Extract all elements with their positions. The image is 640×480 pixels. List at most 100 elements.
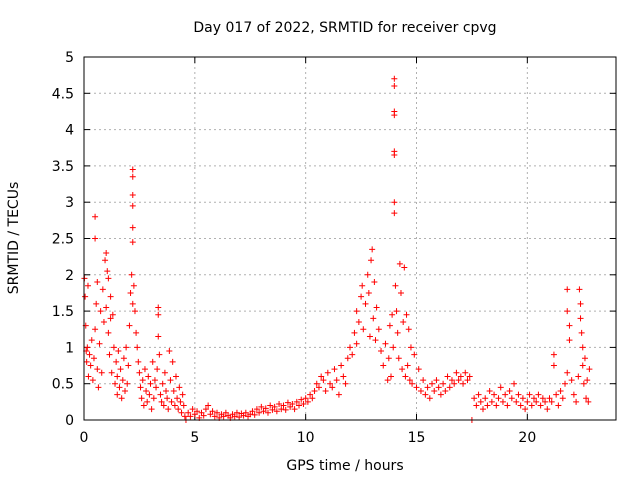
data-point xyxy=(385,355,392,362)
data-point xyxy=(506,387,513,394)
data-point xyxy=(513,398,520,405)
data-point xyxy=(375,326,382,333)
data-point xyxy=(504,402,511,409)
data-point xyxy=(293,398,300,405)
data-point xyxy=(453,369,460,376)
data-point xyxy=(564,286,571,293)
data-point xyxy=(100,318,107,325)
data-point xyxy=(211,413,218,420)
data-point xyxy=(109,311,116,318)
data-point xyxy=(579,362,586,369)
data-point xyxy=(396,260,403,267)
data-point xyxy=(382,340,389,347)
data-point xyxy=(105,329,112,336)
data-point xyxy=(526,391,533,398)
data-point xyxy=(145,373,152,380)
data-point xyxy=(149,358,156,365)
data-point xyxy=(123,344,130,351)
data-point xyxy=(102,257,109,264)
data-point xyxy=(351,329,358,336)
data-point xyxy=(564,369,571,376)
plot-frame xyxy=(83,56,617,421)
data-point xyxy=(466,373,473,380)
data-point xyxy=(358,293,365,300)
data-point xyxy=(97,308,104,315)
data-point xyxy=(331,366,338,373)
data-point xyxy=(320,377,327,384)
data-point xyxy=(426,395,433,402)
data-point xyxy=(378,348,385,355)
data-point xyxy=(333,377,340,384)
data-point xyxy=(508,395,515,402)
data-point xyxy=(114,391,121,398)
data-point xyxy=(113,358,120,365)
data-point xyxy=(231,413,238,420)
data-point xyxy=(495,395,502,402)
data-point xyxy=(194,408,201,415)
data-point xyxy=(435,384,442,391)
data-point xyxy=(115,348,122,355)
y-tick-label: 5 xyxy=(65,50,74,66)
data-point xyxy=(165,406,172,413)
data-point xyxy=(148,406,155,413)
data-point xyxy=(579,344,586,351)
data-point xyxy=(586,366,593,373)
data-point xyxy=(302,395,309,402)
data-point xyxy=(233,409,240,416)
data-point xyxy=(164,395,171,402)
data-point xyxy=(372,337,379,344)
data-point xyxy=(380,362,387,369)
data-point xyxy=(392,282,399,289)
data-point xyxy=(486,387,493,394)
data-point xyxy=(327,380,334,387)
y-tick-label: 4 xyxy=(65,123,74,139)
data-point xyxy=(564,308,571,315)
data-point xyxy=(533,398,540,405)
data-point xyxy=(141,366,148,373)
data-point xyxy=(138,395,145,402)
data-point xyxy=(413,384,420,391)
data-point xyxy=(548,398,555,405)
data-point xyxy=(139,377,146,384)
y-tick-label: 3.5 xyxy=(52,159,74,175)
data-point xyxy=(493,402,500,409)
data-point xyxy=(528,402,535,409)
data-point xyxy=(577,300,584,307)
data-point xyxy=(129,202,136,209)
data-point xyxy=(169,358,176,365)
data-point xyxy=(400,318,407,325)
data-point xyxy=(570,391,577,398)
data-point xyxy=(122,387,129,394)
data-point xyxy=(144,398,151,405)
data-point xyxy=(446,384,453,391)
data-point xyxy=(131,308,138,315)
data-point xyxy=(249,408,256,415)
data-point xyxy=(391,83,398,90)
data-point xyxy=(542,398,549,405)
data-point xyxy=(442,387,449,394)
data-point xyxy=(84,282,91,289)
data-point xyxy=(391,112,398,119)
data-point xyxy=(129,166,136,173)
data-point xyxy=(502,391,509,398)
x-tick-label: 0 xyxy=(80,430,89,446)
data-point xyxy=(371,279,378,286)
data-point xyxy=(566,322,573,329)
data-point xyxy=(477,398,484,405)
data-point xyxy=(522,406,529,413)
data-point xyxy=(271,403,278,410)
data-point xyxy=(135,358,142,365)
data-point xyxy=(550,362,557,369)
data-point xyxy=(158,398,165,405)
data-point xyxy=(171,402,178,409)
data-point xyxy=(129,224,136,231)
data-point xyxy=(315,384,322,391)
data-point xyxy=(82,293,89,300)
data-point xyxy=(530,395,537,402)
data-point xyxy=(580,380,587,387)
data-point xyxy=(347,344,353,351)
data-point xyxy=(137,384,144,391)
data-point xyxy=(155,333,162,340)
data-point xyxy=(389,311,396,318)
data-point xyxy=(214,409,220,416)
